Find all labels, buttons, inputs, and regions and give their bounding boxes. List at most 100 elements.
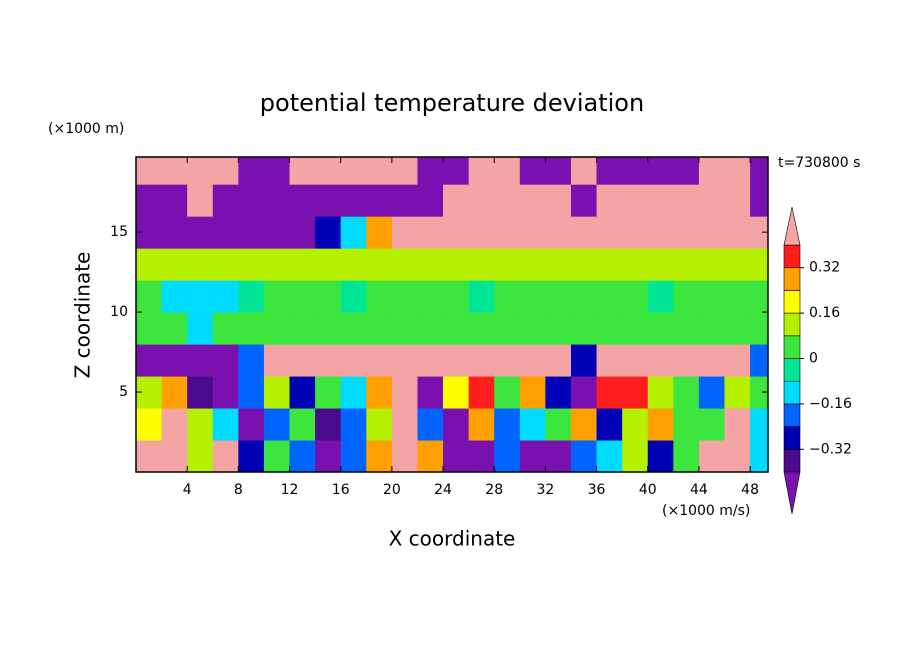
field-cell xyxy=(724,312,751,345)
field-cell xyxy=(622,184,649,217)
field-cell xyxy=(468,216,495,249)
field-cell xyxy=(494,344,521,377)
field-cell xyxy=(545,408,572,441)
field-cell xyxy=(647,248,674,281)
field-cell xyxy=(391,408,418,441)
field-cell xyxy=(570,248,598,281)
field-cell xyxy=(750,157,768,185)
field-cell xyxy=(622,344,649,377)
field-cell xyxy=(622,216,649,249)
field-cell xyxy=(212,216,239,249)
field-cell xyxy=(136,344,163,377)
field-cell xyxy=(417,216,444,249)
field-cell xyxy=(673,408,700,441)
field-cell xyxy=(519,312,546,345)
field-cell xyxy=(673,157,700,185)
field-cell xyxy=(391,440,418,472)
field-cell xyxy=(289,157,316,185)
field-cell xyxy=(545,440,572,472)
field-cell xyxy=(263,248,291,281)
field-cell xyxy=(136,157,163,185)
field-cell xyxy=(289,280,316,313)
field-cell xyxy=(187,376,214,409)
field-cell xyxy=(417,184,444,217)
field-cell xyxy=(263,312,291,345)
field-cell xyxy=(212,376,239,409)
field-cell xyxy=(698,408,726,441)
field-cell xyxy=(238,408,265,441)
field-cell xyxy=(570,376,598,409)
colorbar-tick-label: 0 xyxy=(809,351,818,367)
field-cell xyxy=(212,157,239,185)
field-cell xyxy=(519,376,546,409)
colorbar-bin xyxy=(783,290,801,314)
field-cell xyxy=(340,312,367,345)
field-cell xyxy=(136,184,163,217)
field-cell xyxy=(289,376,316,409)
x-tick-label: 24 xyxy=(434,482,452,498)
field-cell xyxy=(340,157,367,185)
field-cell xyxy=(340,184,367,217)
x-tick-label: 4 xyxy=(183,482,192,498)
colorbar-bin xyxy=(783,380,801,405)
field-cell xyxy=(340,440,367,472)
field-cell xyxy=(724,376,751,409)
field-cell xyxy=(673,344,700,377)
field-cell xyxy=(263,440,291,472)
field-cell xyxy=(315,312,342,345)
colorbar-bin xyxy=(783,426,801,450)
field-cell xyxy=(289,248,316,281)
field-cell xyxy=(136,312,163,345)
field-cell xyxy=(161,248,188,281)
x-tick-label: 48 xyxy=(741,482,759,498)
field-cell xyxy=(494,157,521,185)
field-cell xyxy=(443,312,470,345)
colorbar-tick-label: −0.32 xyxy=(809,441,852,457)
field-cell xyxy=(238,248,265,281)
field-cell xyxy=(238,376,265,409)
field-cell xyxy=(468,248,495,281)
field-cell xyxy=(366,157,393,185)
field-cell xyxy=(238,157,265,185)
field-cell xyxy=(443,344,470,377)
field-cell xyxy=(570,344,598,377)
field-cell xyxy=(366,376,393,409)
field-cell xyxy=(263,280,291,313)
field-cell xyxy=(698,440,726,472)
field-cell xyxy=(570,157,598,185)
field-cell xyxy=(494,440,521,472)
field-cell xyxy=(238,440,265,472)
field-cell xyxy=(494,408,521,441)
field-cell xyxy=(750,408,768,441)
field-cell xyxy=(494,280,521,313)
field-cell xyxy=(724,280,751,313)
field-cell xyxy=(519,408,546,441)
field-cell xyxy=(622,157,649,185)
field-cell xyxy=(596,248,623,281)
y-tick-label: 15 xyxy=(110,224,128,240)
field-cell xyxy=(698,184,726,217)
field-cell xyxy=(315,440,342,472)
field-cell xyxy=(750,344,768,377)
field-cell xyxy=(570,408,598,441)
field-cell xyxy=(468,184,495,217)
field-cell xyxy=(545,312,572,345)
field-cell xyxy=(519,344,546,377)
field-cell xyxy=(238,280,265,313)
colorbar-tick-label: 0.32 xyxy=(809,260,840,276)
field-cell xyxy=(315,184,342,217)
x-axis-title: X coordinate xyxy=(389,527,516,551)
colorbar-bin xyxy=(783,403,801,427)
field-cell xyxy=(212,408,239,441)
colorbar-tick-label: −0.16 xyxy=(809,396,852,412)
field-cell xyxy=(622,280,649,313)
x-tick-label: 20 xyxy=(383,482,401,498)
field-cell xyxy=(622,248,649,281)
field-cell xyxy=(443,216,470,249)
field-cell xyxy=(238,216,265,249)
field-cell xyxy=(698,280,726,313)
field-cell xyxy=(443,184,470,217)
field-cell xyxy=(340,248,367,281)
field-cell xyxy=(443,376,470,409)
field-cell xyxy=(417,344,444,377)
